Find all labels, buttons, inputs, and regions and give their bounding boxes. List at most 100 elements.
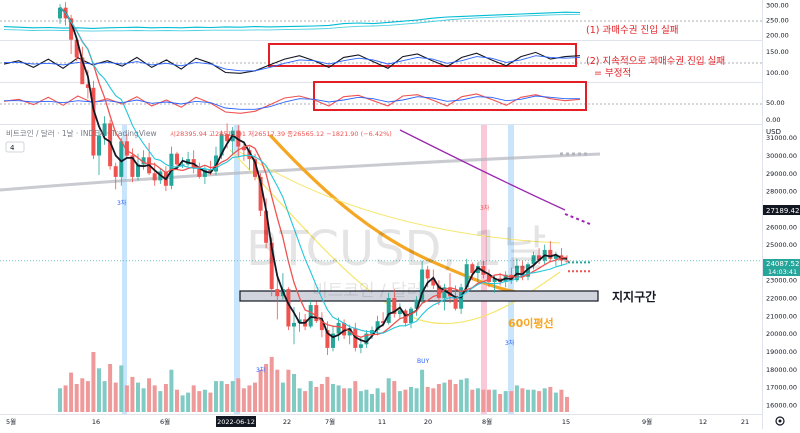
candle-body xyxy=(180,164,185,166)
price-tick: 20000.00 xyxy=(766,330,797,338)
volume-bar xyxy=(409,386,413,412)
candle-body xyxy=(219,134,224,156)
volume-bar xyxy=(63,385,68,412)
volume-bar xyxy=(202,389,207,412)
volume-bar xyxy=(258,369,263,412)
candle-body xyxy=(319,321,324,331)
osc-fail-box-1 xyxy=(268,43,577,67)
volume-bar xyxy=(475,388,480,412)
time-tick: 2022-06-12 xyxy=(217,418,255,426)
indicator-count: 4 xyxy=(10,144,15,152)
volume-bar xyxy=(514,385,519,412)
highlight-band-blue-1 xyxy=(122,125,127,414)
candle-body xyxy=(375,321,380,331)
volume-bar xyxy=(425,386,430,412)
volume-bar xyxy=(537,391,542,412)
volume-bar xyxy=(225,384,230,412)
volume-bar xyxy=(442,382,447,412)
volume-bar xyxy=(292,374,296,412)
volume-bar xyxy=(124,385,129,412)
annotation-osc-2b: = 부정적 xyxy=(594,67,631,79)
candle-body xyxy=(325,330,330,348)
annotation-tranche-3: 3차 xyxy=(480,204,490,212)
oscillator-3-tick: 0.00 xyxy=(766,116,780,124)
candle-body xyxy=(358,344,363,348)
volume-bar xyxy=(219,381,224,412)
volume-bar xyxy=(397,391,402,412)
volume-bar xyxy=(548,386,553,412)
price-tick: 30000.00 xyxy=(766,152,797,160)
candle-body xyxy=(308,305,313,327)
volume-bar xyxy=(364,389,369,412)
volume-bar xyxy=(481,389,486,412)
volume-bar xyxy=(487,389,491,412)
candle-body xyxy=(381,321,386,323)
volume-bar xyxy=(119,365,124,412)
volume-bar xyxy=(152,385,157,412)
volume-bar xyxy=(464,378,469,412)
oscillator-3-series-2 xyxy=(4,95,580,110)
highlight-band-blue-2 xyxy=(234,125,240,414)
volume-bar xyxy=(386,378,391,412)
price-label-last-bg xyxy=(763,259,800,276)
candle-body xyxy=(225,134,230,142)
candle-body xyxy=(537,255,542,261)
candle-body xyxy=(80,57,85,85)
gear-icon[interactable] xyxy=(775,416,785,426)
ma-purple-projection xyxy=(564,213,591,225)
volume-bar xyxy=(158,391,163,412)
volume-bar xyxy=(97,368,101,412)
volume-bar xyxy=(286,369,291,412)
volume-bar xyxy=(503,391,508,412)
volume-bar xyxy=(459,379,464,412)
candle-body xyxy=(113,166,118,177)
indicator-toggle[interactable] xyxy=(5,141,25,153)
candle-body xyxy=(97,135,101,156)
volume-bar xyxy=(436,384,441,412)
oscillator-3-tick: 50.00 xyxy=(766,99,785,107)
volume-bar xyxy=(542,388,547,412)
volume-bar xyxy=(492,389,497,412)
ma-purple xyxy=(399,129,566,211)
time-tick: 7월 xyxy=(325,417,335,426)
candle-body xyxy=(342,322,347,336)
annotation-tranche-1: 3차 xyxy=(117,199,127,207)
volume-bar xyxy=(163,384,168,412)
candle-body xyxy=(286,289,291,327)
candle-body xyxy=(275,289,280,297)
volume-bar xyxy=(58,388,62,412)
candle-body xyxy=(392,298,397,314)
time-cursor-bg xyxy=(216,416,256,427)
candle-body xyxy=(253,159,257,177)
volume-bar xyxy=(314,386,319,412)
volume-layer xyxy=(58,352,569,412)
volume-bar xyxy=(175,389,179,412)
volume-bar xyxy=(197,391,202,412)
candle-body xyxy=(264,210,269,243)
volume-bar xyxy=(85,381,90,412)
volume-bar xyxy=(241,388,246,412)
volume-bar xyxy=(236,378,241,412)
candle-body xyxy=(58,7,62,19)
volume-bar xyxy=(347,388,352,412)
candle-body xyxy=(431,278,436,286)
time-tick: 22 xyxy=(283,418,291,426)
candle-body xyxy=(487,274,491,282)
oscillator-2-series-2 xyxy=(4,55,581,72)
candle-body xyxy=(364,333,369,345)
candle-body xyxy=(241,146,246,151)
volume-bar xyxy=(264,364,269,412)
time-tick: 16 xyxy=(92,418,100,426)
oscillator-1-tick: 200.00 xyxy=(766,32,789,40)
time-tick: 8월 xyxy=(482,417,492,426)
volume-bar xyxy=(420,369,425,412)
volume-bar xyxy=(331,384,335,412)
candle-body xyxy=(397,310,402,315)
oscillator-1-tick: 300.00 xyxy=(766,2,789,10)
watermark-name: 비트코인 / 달러 xyxy=(312,281,422,301)
price-tick: 19000.00 xyxy=(766,348,797,356)
volume-bar xyxy=(303,391,308,412)
price-tick: 31000.00 xyxy=(766,134,797,142)
currency-label: USD xyxy=(766,128,781,136)
